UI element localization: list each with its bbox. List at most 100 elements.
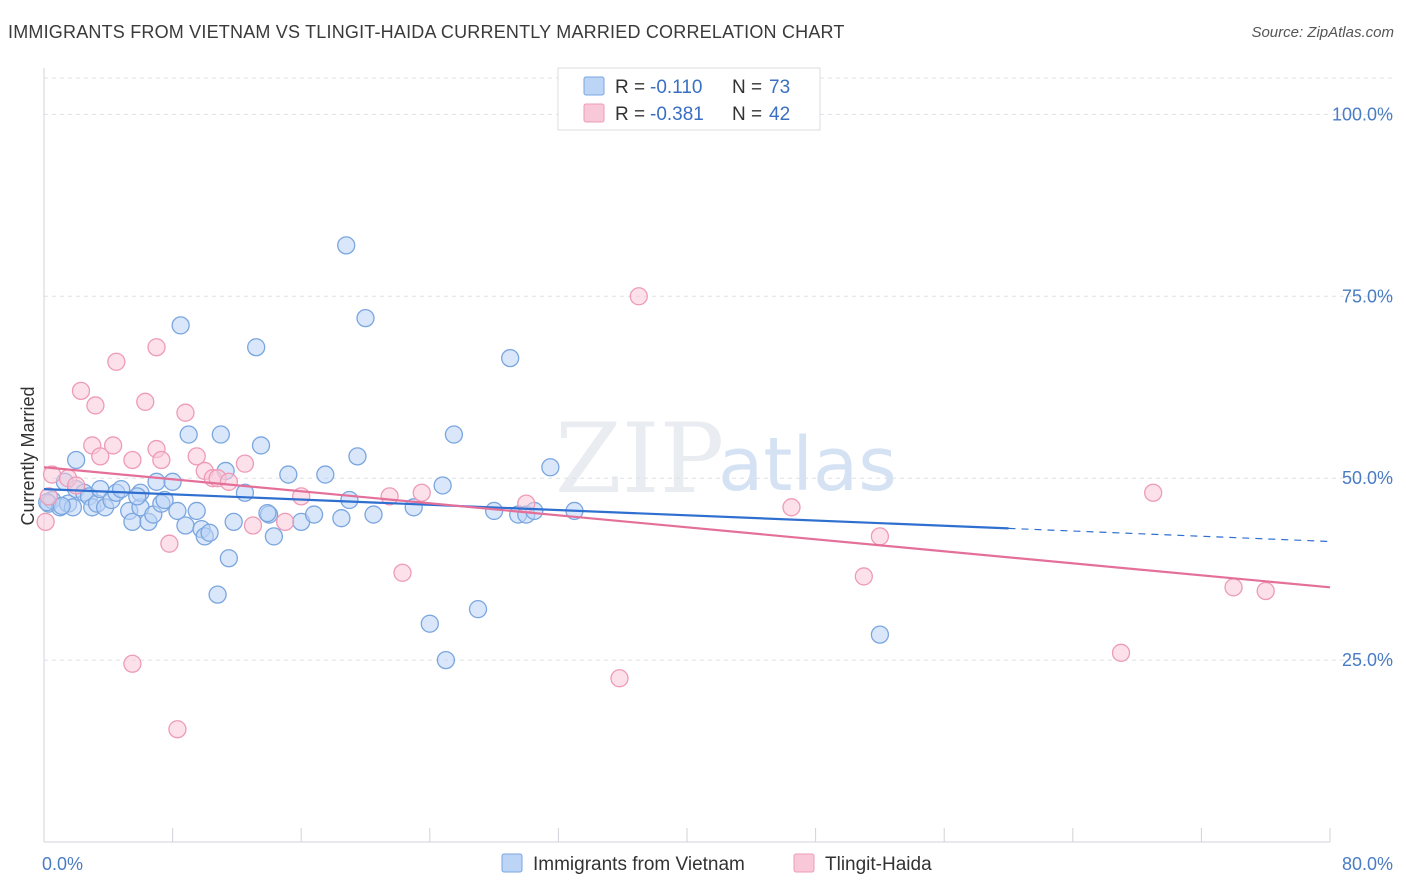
data-point-tlingit-haida <box>91 447 110 466</box>
data-point-vietnam <box>348 447 367 466</box>
data-point-vietnam <box>247 338 266 357</box>
data-point-vietnam <box>147 472 166 491</box>
data-point-vietnam <box>356 308 375 328</box>
data-point-vietnam <box>224 512 243 531</box>
trend-line-vietnam-extension <box>1008 527 1331 543</box>
data-point-vietnam <box>316 465 335 484</box>
watermark-atlas: atlas <box>718 422 897 508</box>
data-point-tlingit-haida <box>103 436 123 455</box>
bottom-legend: Immigrants from Vietnam Tlingit-Haida <box>501 853 932 875</box>
data-point-tlingit-haida <box>168 720 187 739</box>
data-point-tlingit-haida <box>412 483 431 502</box>
data-point-vietnam <box>211 425 230 444</box>
data-point-vietnam <box>200 523 219 542</box>
data-point-vietnam <box>171 316 190 335</box>
legend-n-label-pink: N = <box>732 104 762 125</box>
data-point-tlingit-haida <box>235 454 255 473</box>
trend-lines <box>43 466 1331 589</box>
bottom-legend-swatch-pink <box>793 853 815 873</box>
data-point-tlingit-haida <box>1111 643 1131 662</box>
legend-r-value-pink: -0.381 <box>650 104 704 125</box>
data-point-tlingit-haida <box>870 527 890 546</box>
data-point-tlingit-haida <box>610 669 629 688</box>
data-point-vietnam <box>52 496 71 515</box>
trend-line-tlingit-haida <box>43 466 1331 589</box>
data-point-vietnam <box>304 505 324 524</box>
y-tick-label: 25.0% <box>1342 650 1393 670</box>
legend-n-value-pink: 42 <box>769 104 790 125</box>
data-point-vietnam <box>332 509 351 528</box>
y-tick-label: 75.0% <box>1342 286 1393 306</box>
data-point-tlingit-haida <box>152 450 171 470</box>
data-point-vietnam <box>163 472 182 491</box>
data-point-tlingit-haida <box>243 516 263 535</box>
data-point-vietnam <box>208 585 227 604</box>
chart-source: Source: ZipAtlas.com <box>1251 24 1394 41</box>
data-point-vietnam <box>112 479 131 499</box>
data-point-tlingit-haida <box>36 512 55 531</box>
trend-line-vietnam <box>43 488 1009 530</box>
data-point-vietnam <box>176 516 195 535</box>
x-tick-label: 80.0% <box>1342 854 1393 874</box>
axes <box>43 68 1331 843</box>
data-point-tlingit-haida <box>854 567 873 586</box>
data-point-vietnam <box>870 625 890 644</box>
data-point-vietnam <box>251 436 271 455</box>
chart-title: IMMIGRANTS FROM VIETNAM VS TLINGIT-HAIDA… <box>8 22 845 42</box>
data-point-tlingit-haida <box>187 447 206 466</box>
legend-r-value-blue: -0.110 <box>650 77 702 98</box>
data-point-tlingit-haida <box>123 654 142 673</box>
data-point-vietnam <box>420 614 439 633</box>
data-point-tlingit-haida <box>782 498 801 517</box>
data-point-tlingit-haida <box>160 534 179 553</box>
data-point-tlingit-haida <box>1256 581 1275 601</box>
data-point-vietnam <box>436 650 456 670</box>
data-point-vietnam <box>187 501 206 521</box>
y-tick-label: 50.0% <box>1342 468 1393 488</box>
legend-r-label-blue: R = <box>615 77 645 98</box>
data-point-vietnam <box>168 501 187 521</box>
data-point-tlingit-haida <box>136 392 155 411</box>
data-point-vietnam <box>155 490 174 510</box>
data-point-tlingit-haida <box>629 287 648 306</box>
data-point-tlingit-haida <box>86 396 105 415</box>
data-point-tlingit-haida <box>1224 578 1243 597</box>
data-point-vietnam <box>219 549 239 568</box>
data-point-vietnam <box>258 503 277 523</box>
data-point-tlingit-haida <box>393 563 412 582</box>
legend-n-value-blue: 73 <box>769 77 790 98</box>
bottom-legend-swatch-blue <box>501 853 523 873</box>
y-axis-label: Currently Married <box>18 386 38 525</box>
data-point-vietnam <box>364 505 383 524</box>
grid-lines <box>44 77 1392 661</box>
legend-n-label-blue: N = <box>732 77 762 98</box>
bottom-legend-label-vietnam: Immigrants from Vietnam <box>533 854 745 875</box>
top-legend: R = -0.110 N = 73 R = -0.381 N = 42 <box>557 67 821 131</box>
data-point-vietnam <box>501 348 520 368</box>
data-point-tlingit-haida <box>123 450 142 470</box>
data-point-vietnam <box>179 425 198 444</box>
data-point-tlingit-haida <box>275 512 295 531</box>
data-point-vietnam <box>337 236 356 255</box>
data-point-tlingit-haida <box>176 403 195 422</box>
tick-labels: 25.0% 50.0% 75.0% 100.0% 0.0% 80.0% <box>42 104 1393 874</box>
series-vietnam-points <box>38 236 890 670</box>
data-point-tlingit-haida <box>1144 483 1163 502</box>
data-point-vietnam <box>340 490 359 510</box>
data-point-tlingit-haida <box>147 338 166 357</box>
watermark-zip: ZIP <box>555 403 724 515</box>
legend-r-label-pink: R = <box>615 104 645 125</box>
legend-swatch-pink <box>583 103 605 123</box>
data-point-vietnam <box>264 527 284 546</box>
bottom-legend-label-tlingit-haida: Tlingit-Haida <box>825 854 932 875</box>
data-point-tlingit-haida <box>71 381 91 401</box>
data-point-tlingit-haida <box>39 487 58 506</box>
data-point-vietnam <box>433 476 452 495</box>
y-tick-label: 100.0% <box>1332 104 1393 124</box>
data-point-vietnam <box>128 487 147 506</box>
data-point-vietnam <box>279 465 298 484</box>
data-point-tlingit-haida <box>107 352 126 371</box>
watermark: ZIP atlas <box>555 403 897 515</box>
data-point-vietnam <box>541 458 560 477</box>
